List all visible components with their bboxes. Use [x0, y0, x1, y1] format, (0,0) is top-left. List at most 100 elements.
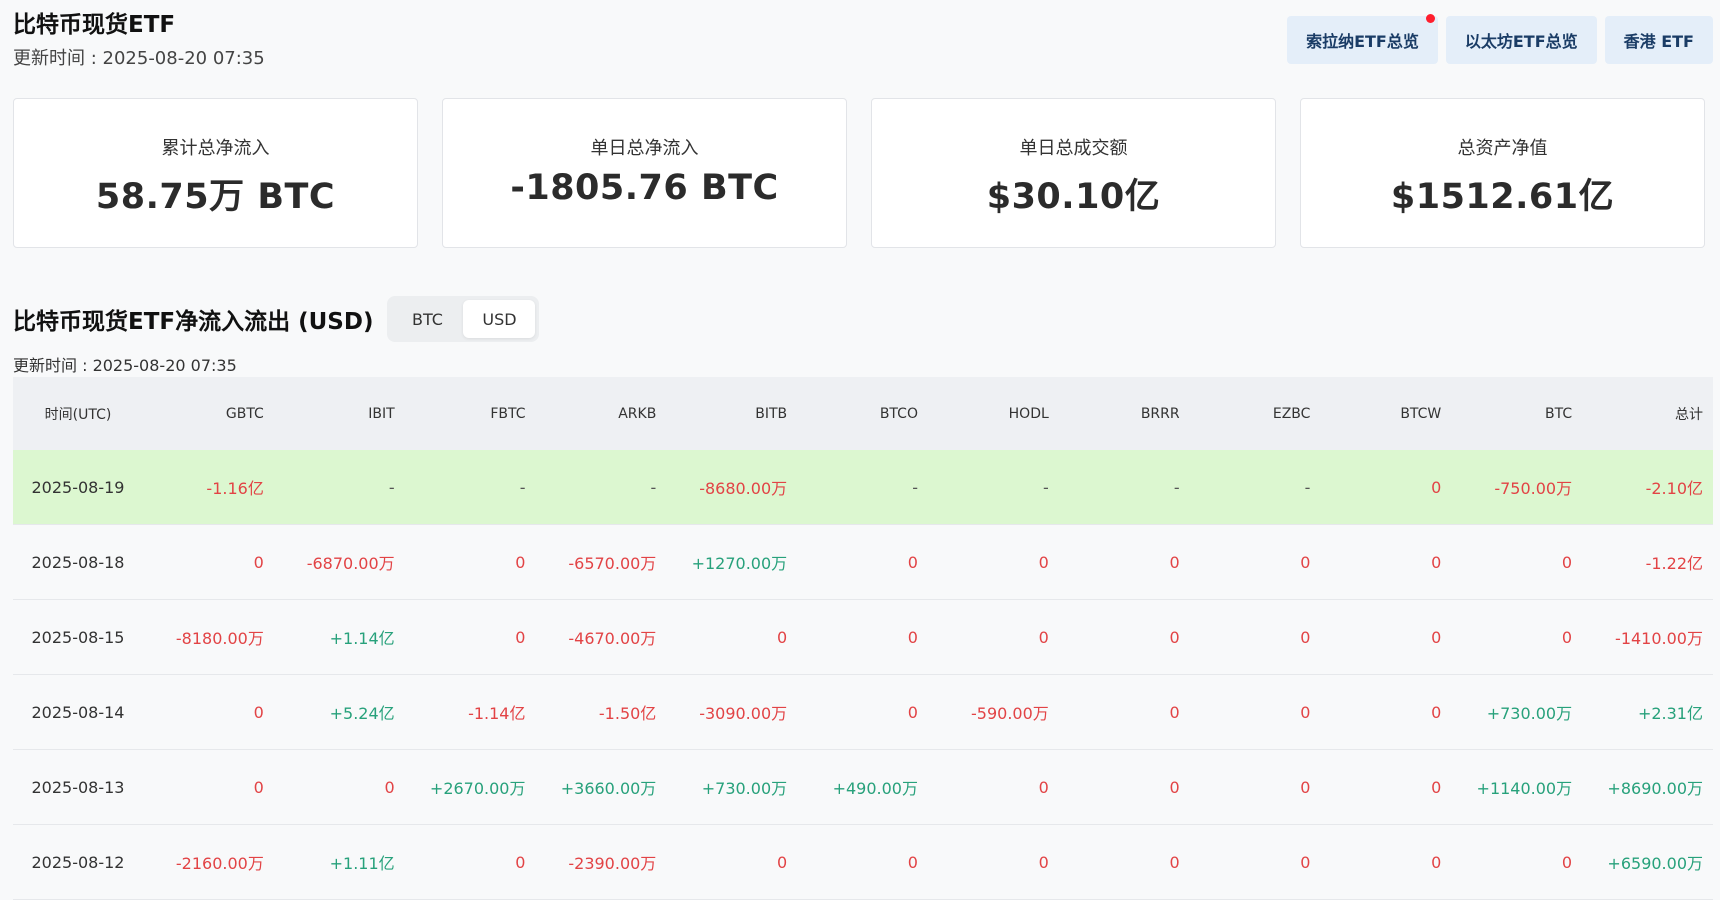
- toggle-btc-button[interactable]: BTC: [391, 300, 463, 338]
- flow-cell: -1.22亿: [1582, 524, 1713, 600]
- flow-cell: +3660.00万: [535, 749, 667, 825]
- hongkong-etf-label: 香港 ETF: [1623, 32, 1694, 51]
- flow-cell: 0: [1058, 674, 1190, 750]
- page-header: 比特币现货ETF 更新时间 : 2025-08-20 07:35: [13, 10, 265, 70]
- ethereum-etf-label: 以太坊ETF总览: [1464, 32, 1578, 51]
- flow-cell: 0: [1058, 524, 1190, 600]
- flow-cell: -: [1189, 450, 1321, 525]
- flow-cell: -1410.00万: [1582, 599, 1713, 675]
- date-cell: 2025-08-14: [13, 674, 143, 750]
- stat-value: $1512.61亿: [1390, 177, 1615, 217]
- flow-cell: -: [1058, 450, 1190, 525]
- flow-cell: 0: [1320, 824, 1452, 900]
- flow-cell: 0: [1320, 674, 1452, 750]
- flow-cell: 0: [927, 524, 1059, 600]
- column-header: BITB: [666, 377, 798, 450]
- flow-cell: -590.00万: [927, 674, 1059, 750]
- stat-value: -1805.76 BTC: [510, 168, 779, 208]
- flow-cell: +1270.00万: [666, 524, 798, 600]
- flow-cell: 0: [797, 824, 928, 900]
- flow-cell: 0: [1058, 824, 1190, 900]
- flow-cell: -: [927, 450, 1059, 525]
- stat-label: 单日总成交额: [1019, 138, 1128, 159]
- etf-nav: 索拉纳ETF总览 以太坊ETF总览 香港 ETF: [1287, 14, 1713, 64]
- solana-etf-label: 索拉纳ETF总览: [1306, 32, 1419, 51]
- ethereum-etf-button[interactable]: 以太坊ETF总览: [1445, 16, 1597, 64]
- flow-cell: 0: [1058, 599, 1190, 675]
- column-header: BTC: [1451, 377, 1583, 450]
- flow-cell: 0: [1320, 524, 1452, 600]
- column-header: 时间(UTC): [13, 377, 143, 450]
- flow-cell: +730.00万: [1451, 674, 1583, 750]
- stat-card-cumulative-inflow: 累计总净流入 58.75万 BTC: [13, 98, 418, 248]
- flow-cell: 0: [927, 824, 1059, 900]
- flow-cell: 0: [1320, 749, 1452, 825]
- flow-cell: 0: [1451, 824, 1583, 900]
- table-body: 2025-08-19 -1.16亿 - - - -8680.00万 - - - -0 -750.00…: [13, 450, 1713, 900]
- flow-table: 时间(UTC) GBTC IBIT FBTC ARKB BITB BTCO HODL BRRR E…: [13, 377, 1713, 900]
- notification-dot-icon: [1425, 14, 1435, 23]
- table-row: 2025-08-14 0 +5.24亿 -1.14亿 -1.50亿 -3090.00万 0-…: [13, 674, 1713, 750]
- table-row: 2025-08-15 -8180.00万 +1.14亿 0 -4670.00万 0 0 0 0 0…: [13, 599, 1713, 675]
- flow-cell: 0: [927, 749, 1059, 825]
- flow-cell: 0: [404, 599, 536, 675]
- flow-cell: 0: [143, 674, 274, 750]
- section-title: 比特币现货ETF净流入流出 (USD): [13, 309, 374, 335]
- solana-etf-button[interactable]: 索拉纳ETF总览: [1287, 14, 1438, 64]
- date-cell: 2025-08-19: [13, 450, 143, 525]
- flow-cell: 0: [1189, 599, 1321, 675]
- flow-cell: 0: [797, 599, 928, 675]
- stat-value: $30.10亿: [986, 177, 1161, 217]
- flow-cell: +1.14亿: [273, 599, 405, 675]
- toggle-usd-button[interactable]: USD: [463, 300, 536, 338]
- date-cell: 2025-08-18: [13, 524, 143, 600]
- stat-card-daily-volume: 单日总成交额 $30.10亿: [871, 98, 1276, 248]
- hongkong-etf-button[interactable]: 香港 ETF: [1604, 16, 1713, 64]
- flow-cell: 0: [666, 824, 798, 900]
- flow-cell: 0: [797, 524, 928, 600]
- flow-cell: -: [404, 450, 536, 525]
- column-header: ARKB: [535, 377, 667, 450]
- date-cell: 2025-08-12: [13, 824, 143, 900]
- table-row: 2025-08-13 0 0 +2670.00万 +3660.00万 +730.00万 +4…: [13, 749, 1713, 825]
- flow-cell: -: [535, 450, 667, 525]
- stat-label: 总资产净值: [1457, 138, 1548, 159]
- flow-cell: 0: [1189, 674, 1321, 750]
- flow-cell: -8180.00万: [143, 599, 274, 675]
- flow-cell: 0: [1189, 749, 1321, 825]
- flow-cell: -4670.00万: [535, 599, 667, 675]
- flow-cell: +8690.00万: [1582, 749, 1713, 825]
- flow-cell: -6870.00万: [273, 524, 405, 600]
- flow-cell: -1.14亿: [404, 674, 536, 750]
- column-header: 总计: [1582, 377, 1713, 450]
- flow-table-wrapper: 时间(UTC) GBTC IBIT FBTC ARKB BITB BTCO HODL BRRR E…: [13, 377, 1713, 900]
- table-header-row: 时间(UTC) GBTC IBIT FBTC ARKB BITB BTCO HODL BRRR E…: [13, 377, 1713, 450]
- flow-cell: -: [273, 450, 405, 525]
- flow-cell: -6570.00万: [535, 524, 667, 600]
- flow-cell: 0: [404, 524, 536, 600]
- flow-cell: 0: [404, 824, 536, 900]
- flow-cell: +6590.00万: [1582, 824, 1713, 900]
- section-update-time: 更新时间 : 2025-08-20 07:35: [13, 356, 237, 375]
- flow-cell: 0: [927, 599, 1059, 675]
- flow-cell: 0: [1189, 524, 1321, 600]
- stat-value: 58.75万 BTC: [95, 177, 336, 217]
- update-time: 更新时间 : 2025-08-20 07:35: [13, 48, 265, 69]
- unit-toggle: BTC USD: [387, 296, 540, 342]
- flow-cell: -1.50亿: [535, 674, 667, 750]
- table-row: 2025-08-19 -1.16亿 - - - -8680.00万 - - - -0 -750.00…: [13, 450, 1713, 525]
- flow-cell: 0: [1451, 524, 1583, 600]
- flow-cell: 0: [143, 524, 274, 600]
- column-header: IBIT: [273, 377, 405, 450]
- flow-cell: 0: [1320, 599, 1452, 675]
- flow-cell: +730.00万: [666, 749, 798, 825]
- flow-cell: 0: [1058, 749, 1190, 825]
- flow-cell: 0: [1451, 599, 1583, 675]
- column-header: BTCW: [1320, 377, 1452, 450]
- flow-cell: 0: [1189, 824, 1321, 900]
- page-title: 比特币现货ETF: [13, 12, 176, 38]
- stats-cards: 累计总净流入 58.75万 BTC 单日总净流入 -1805.76 BTC 单日…: [13, 98, 1705, 248]
- flow-cell: -2160.00万: [143, 824, 274, 900]
- flow-cell: +1140.00万: [1451, 749, 1583, 825]
- stat-card-total-nav: 总资产净值 $1512.61亿: [1300, 98, 1705, 248]
